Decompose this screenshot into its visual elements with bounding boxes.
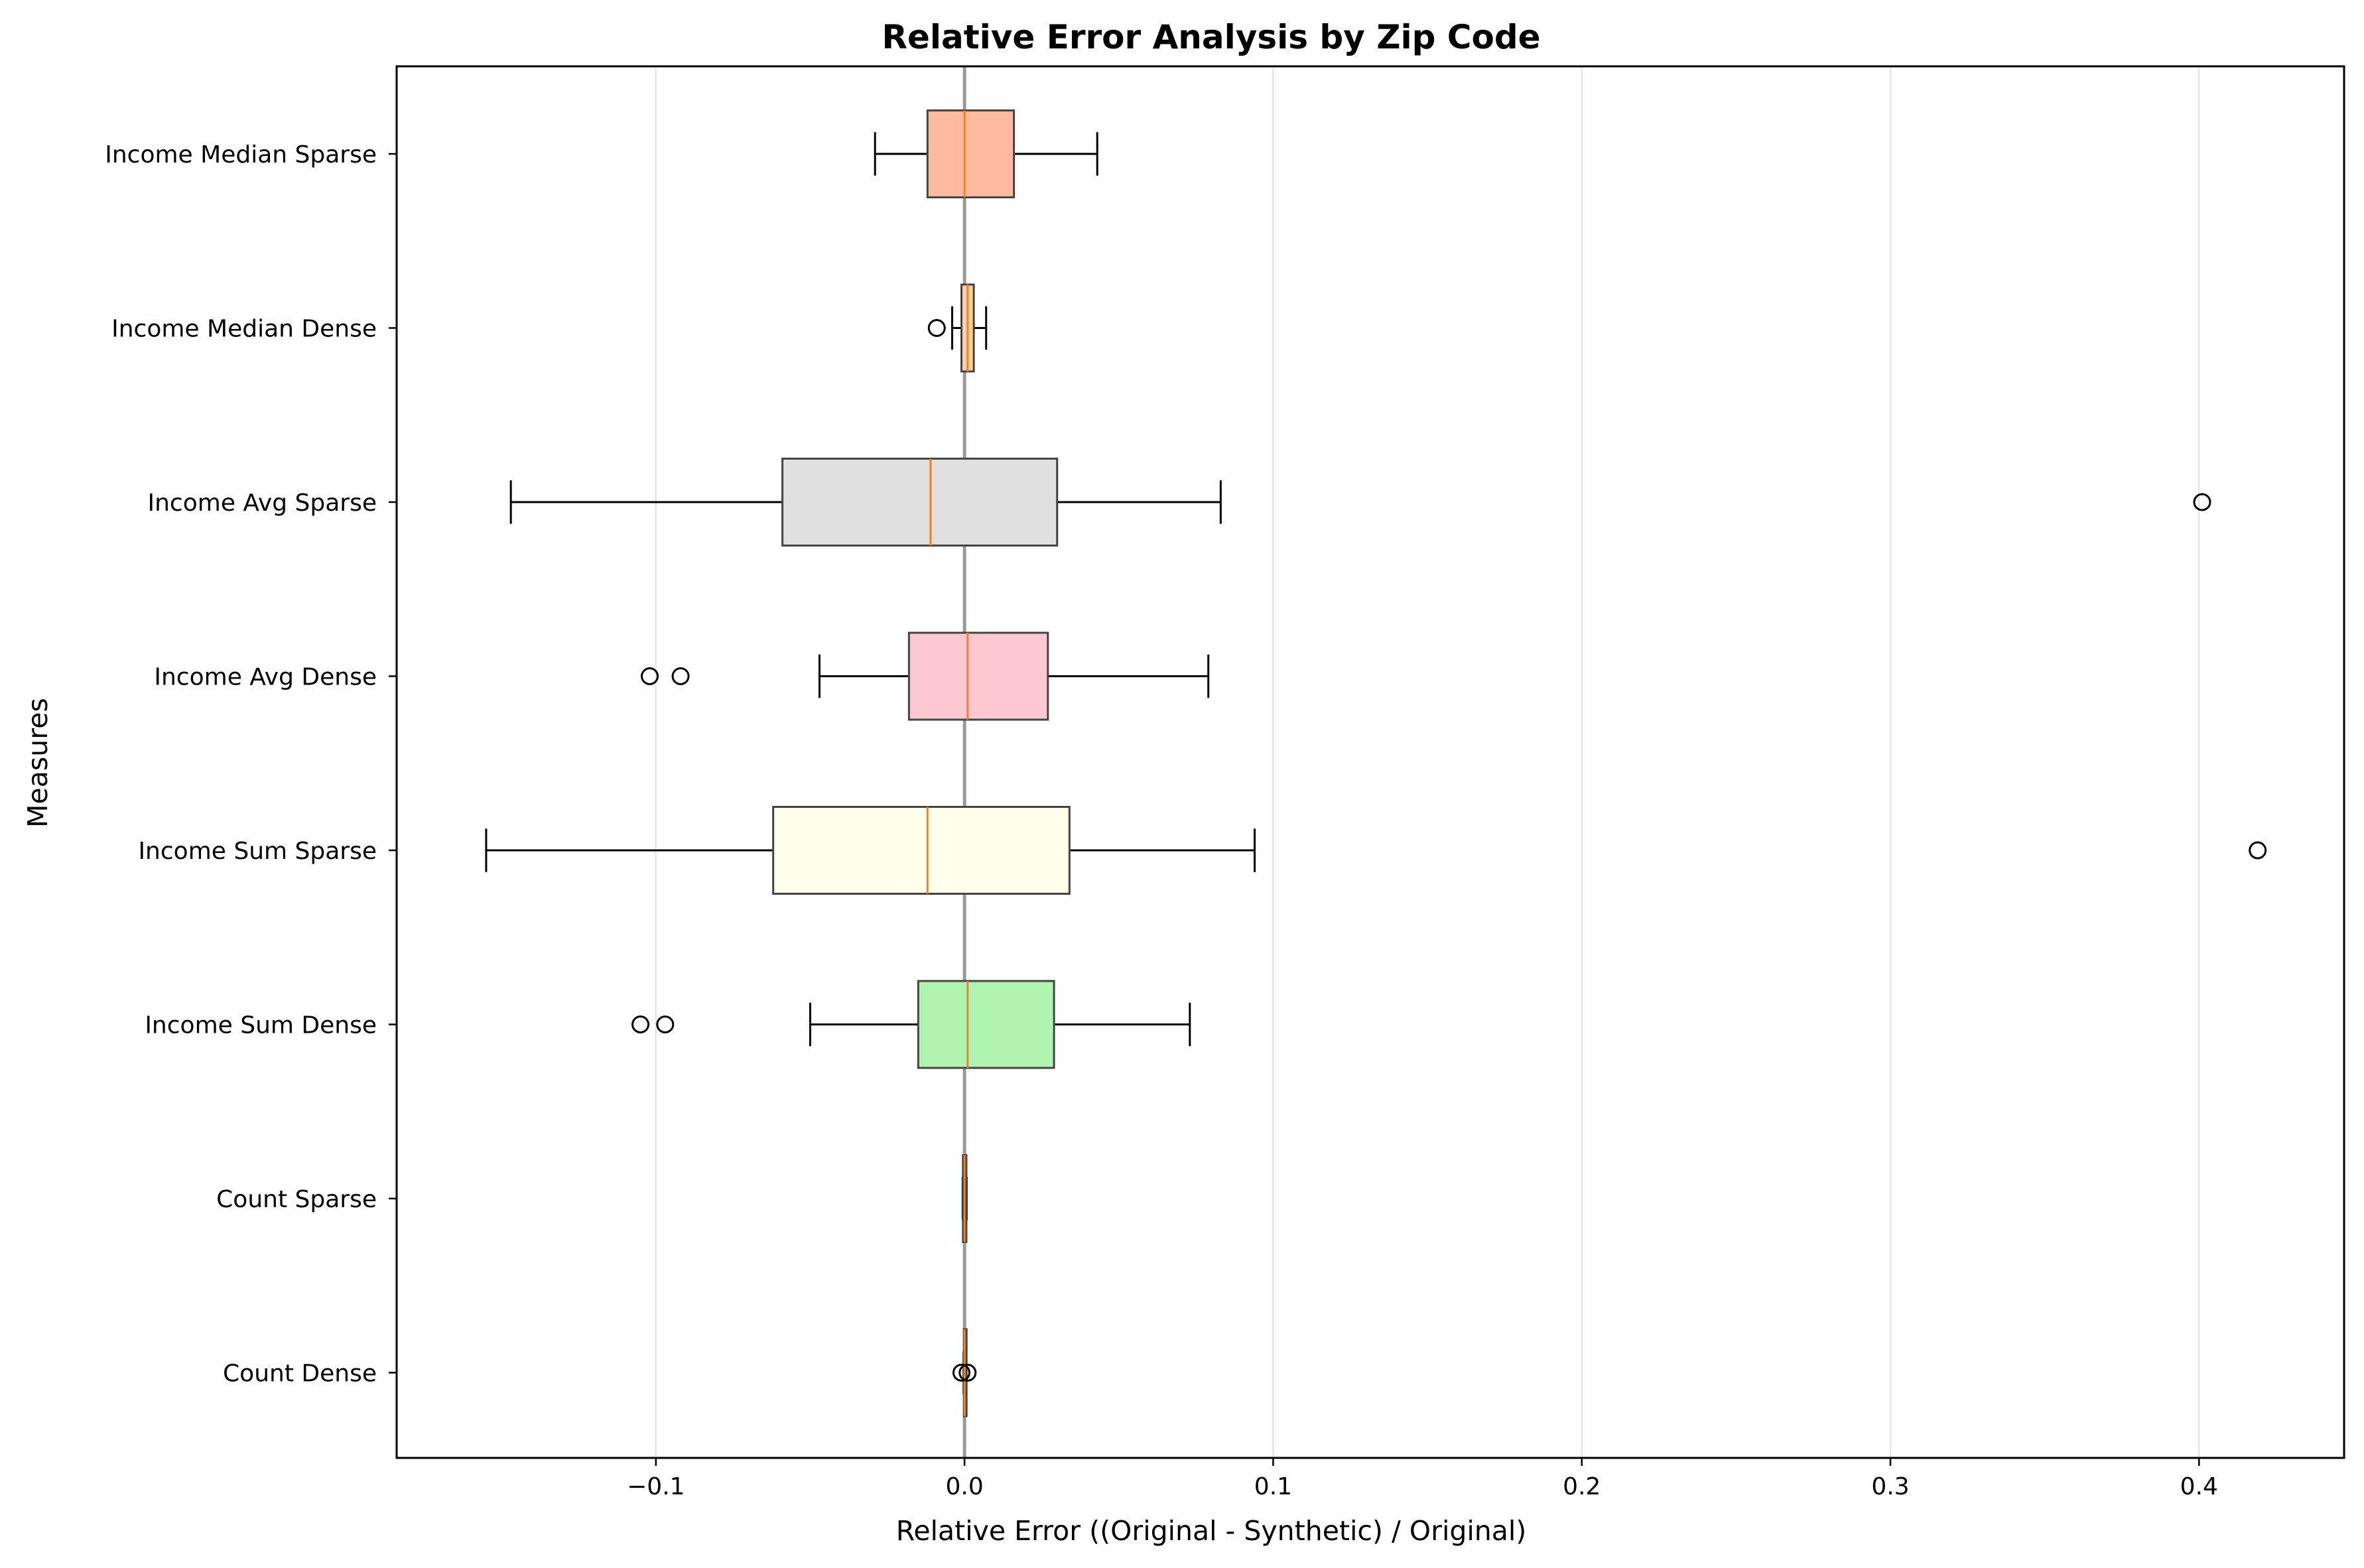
y-tick-label: Income Avg Sparse bbox=[148, 490, 377, 517]
y-tick-label: Income Sum Sparse bbox=[138, 838, 377, 865]
box-income-avg-dense bbox=[641, 631, 1210, 721]
box-iqr bbox=[917, 980, 1055, 1069]
outlier-point bbox=[958, 1364, 977, 1382]
x-axis-label: Relative Error ((Original - Synthetic) /… bbox=[896, 1515, 1527, 1547]
x-tick-label: 0.0 bbox=[946, 1473, 984, 1500]
box-iqr bbox=[781, 458, 1059, 547]
y-axis-ticks: Income Median Sparse Income Median Dense I… bbox=[105, 141, 397, 1388]
y-tick-label: Income Avg Dense bbox=[154, 664, 377, 691]
box-iqr bbox=[926, 109, 1016, 198]
box-income-median-sparse bbox=[874, 109, 1098, 198]
outlier-point bbox=[927, 319, 946, 337]
box-income-avg-sparse bbox=[509, 458, 2211, 547]
x-gridlines bbox=[655, 66, 2200, 1458]
y-tick-label: Income Sum Dense bbox=[145, 1012, 377, 1039]
box-income-sum-sparse bbox=[485, 806, 2267, 895]
y-tick-label: Count Dense bbox=[223, 1360, 377, 1388]
chart-title: Relative Error Analysis by Zip Code bbox=[882, 18, 1540, 56]
outlier-point bbox=[952, 1364, 970, 1382]
outlier-point bbox=[2193, 493, 2211, 511]
outlier-point bbox=[2249, 841, 2267, 860]
y-tick-label: Count Sparse bbox=[216, 1186, 377, 1213]
y-tick-label: Income Median Sparse bbox=[105, 141, 377, 168]
x-tick-label: −0.1 bbox=[627, 1473, 685, 1500]
outlier-point bbox=[641, 667, 659, 685]
box-iqr bbox=[907, 631, 1049, 721]
box-income-sum-dense bbox=[631, 980, 1191, 1069]
box-iqr bbox=[772, 806, 1071, 895]
x-tick-label: 0.3 bbox=[1871, 1473, 1909, 1500]
box-income-median-dense bbox=[927, 283, 988, 373]
x-tick-label: 0.4 bbox=[2180, 1473, 2218, 1500]
outlier-point bbox=[671, 667, 690, 685]
y-tick-label: Income Median Dense bbox=[111, 316, 377, 343]
x-tick-label: 0.2 bbox=[1563, 1473, 1601, 1500]
box-series bbox=[485, 109, 2267, 1417]
x-axis-ticks: −0.1 0.0 0.1 0.2 0.3 0.4 bbox=[627, 1458, 2218, 1500]
plot-area-frame bbox=[395, 65, 2345, 1459]
outlier-point bbox=[656, 1015, 675, 1033]
box-count-dense bbox=[952, 1328, 977, 1417]
box-count-sparse bbox=[961, 1154, 968, 1243]
outlier-point bbox=[631, 1015, 650, 1033]
x-tick-label: 0.1 bbox=[1254, 1473, 1292, 1500]
y-axis-label: Measures bbox=[22, 698, 54, 828]
